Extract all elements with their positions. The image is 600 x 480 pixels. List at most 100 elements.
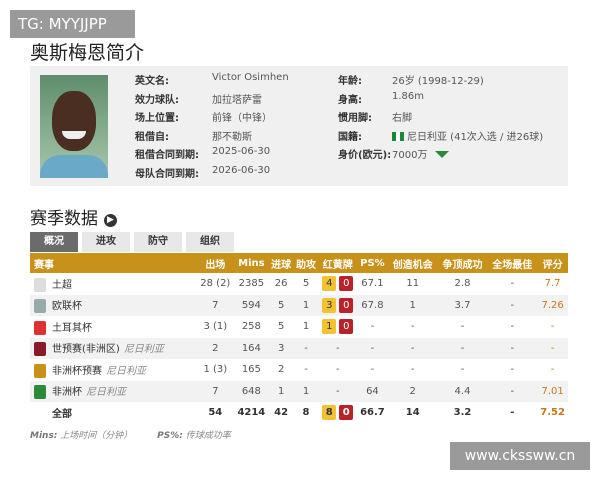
rating-cell: - bbox=[550, 321, 555, 333]
tab-defense[interactable]: 防守 bbox=[134, 232, 182, 252]
column-header[interactable]: Mins bbox=[234, 253, 269, 273]
assists-cell: 1 bbox=[293, 380, 319, 402]
tab-attack[interactable]: 进攻 bbox=[82, 232, 130, 252]
profile-value: 1.86m bbox=[392, 91, 424, 102]
apps-cell: 2 bbox=[196, 337, 235, 359]
table-row: 土超 28 (2) 2385 26 5 4 0 67.1 11 2.8-7.7 bbox=[30, 273, 568, 295]
competition-cell[interactable]: 土耳其杯 bbox=[30, 316, 197, 338]
profile-label: 效力球队: bbox=[135, 94, 179, 106]
yellow-card-badge: 4 bbox=[322, 276, 337, 292]
competition-logo-icon bbox=[34, 342, 46, 357]
competition-cell[interactable]: 欧联杯 bbox=[30, 294, 197, 316]
competition-name: 欧联杯 bbox=[52, 301, 82, 313]
column-header[interactable]: 全场最佳 bbox=[487, 253, 538, 273]
tab-organize[interactable]: 组织 bbox=[186, 232, 234, 252]
motm-cell: - bbox=[487, 380, 538, 402]
motm-cell: - bbox=[510, 321, 515, 333]
competition-name: 非洲杯 bbox=[52, 387, 82, 399]
yellow-card-badge: 3 bbox=[322, 297, 337, 313]
competition-logo-icon bbox=[34, 277, 46, 292]
motm-cell: - bbox=[487, 294, 538, 316]
stats-tabs: 概况 进攻 防守 组织 bbox=[30, 232, 234, 252]
apps-cell: 1 (3) bbox=[203, 364, 228, 376]
ps-cell: 67.1 bbox=[361, 278, 384, 290]
competition-cell[interactable]: 非洲杯预赛 尼日利亚 bbox=[30, 359, 197, 381]
table-row: 欧联杯 7 594 5 1 3 0 67.8 1 3.7-7.26 bbox=[30, 294, 568, 316]
aerial-cell: - bbox=[460, 364, 465, 376]
competition-cell[interactable]: 土超 bbox=[30, 273, 197, 295]
aerial-cell: - bbox=[437, 337, 488, 359]
red-card-badge: 0 bbox=[339, 276, 354, 292]
red-card-badge: 0 bbox=[339, 405, 354, 421]
profile-value: 2026-06-30 bbox=[212, 164, 271, 176]
assists-cell: 5 bbox=[302, 278, 310, 290]
mins-cell: 648 bbox=[234, 380, 269, 402]
red-card-badge: 0 bbox=[339, 297, 354, 313]
arrow-right-icon[interactable]: ▶ bbox=[104, 214, 117, 227]
competition-cell[interactable]: 世预赛(非洲区) 尼日利亚 bbox=[30, 337, 197, 359]
cards-cell: - bbox=[335, 364, 340, 376]
ps-cell: 64 bbox=[357, 380, 388, 402]
assists-cell: - bbox=[304, 364, 308, 376]
competition-logo-icon bbox=[34, 299, 46, 314]
column-header[interactable]: 评分 bbox=[537, 253, 568, 273]
profile-label: 母队合同到期: bbox=[135, 168, 199, 180]
column-header[interactable]: 红黄牌 bbox=[318, 253, 358, 273]
motm-cell: - bbox=[487, 337, 538, 359]
note-key: Mins: bbox=[30, 431, 58, 441]
tab-overview[interactable]: 概况 bbox=[30, 232, 78, 252]
column-header[interactable]: 出场 bbox=[196, 253, 235, 273]
competition-name: 全部 bbox=[52, 408, 72, 420]
profile-label: 英文名: bbox=[135, 76, 169, 87]
chances-cell: 2 bbox=[387, 380, 438, 402]
column-header[interactable]: PS% bbox=[357, 253, 388, 273]
assists-cell: 1 bbox=[302, 321, 310, 333]
ps-cell: 66.7 bbox=[357, 402, 388, 424]
column-header[interactable]: 争顶成功 bbox=[437, 253, 488, 273]
profile-label: 年龄: bbox=[338, 76, 362, 87]
note-text: 上场时间（分钟） bbox=[60, 431, 133, 441]
team-name: 尼日利亚 bbox=[106, 365, 146, 377]
profile-value: 那不勒斯 bbox=[212, 131, 252, 143]
profile-label: 国籍: bbox=[338, 131, 362, 143]
column-header[interactable]: 赛事 bbox=[30, 253, 197, 273]
competition-cell[interactable]: 全部 bbox=[30, 402, 197, 424]
chances-cell: 11 bbox=[406, 278, 420, 290]
chances-cell: - bbox=[410, 321, 415, 333]
apps-cell: 28 (2) bbox=[200, 278, 231, 290]
profile-label: 租借自: bbox=[135, 131, 169, 143]
competition-name: 世预赛(非洲区) bbox=[52, 344, 120, 356]
cards-cell: - bbox=[318, 337, 358, 359]
goals-cell: 3 bbox=[268, 337, 294, 359]
profile-label: 惯用脚: bbox=[338, 113, 372, 124]
competition-logo-icon bbox=[34, 320, 46, 335]
team-name: 尼日利亚 bbox=[86, 387, 126, 399]
profile-value-text: 右脚 bbox=[392, 113, 412, 124]
column-header[interactable]: 助攻 bbox=[293, 253, 319, 273]
ps-cell: - bbox=[357, 337, 388, 359]
apps-cell: 7 bbox=[196, 294, 235, 316]
competition-name: 土耳其杯 bbox=[52, 322, 92, 334]
chances-cell: 14 bbox=[387, 402, 438, 424]
goals-cell: 1 bbox=[268, 380, 294, 402]
competition-cell[interactable]: 非洲杯 尼日利亚 bbox=[30, 380, 197, 402]
apps-cell: 3 (1) bbox=[203, 321, 228, 333]
assists-cell: 8 bbox=[293, 402, 319, 424]
section-title-text: 赛季数据 bbox=[30, 209, 98, 229]
section-title: 赛季数据 ▶ bbox=[30, 204, 117, 229]
rating-cell: 7.01 bbox=[537, 380, 568, 402]
profile-value: 2025-06-30 bbox=[212, 146, 271, 157]
goals-cell: 26 bbox=[274, 278, 288, 290]
column-header[interactable]: 创造机会 bbox=[387, 253, 438, 273]
profile-value-text: 1.86m bbox=[392, 90, 425, 102]
column-header[interactable]: 进球 bbox=[268, 253, 294, 273]
team-name: 尼日利亚 bbox=[123, 344, 164, 356]
rating-cell: - bbox=[537, 337, 568, 359]
aerial-cell: 2.8 bbox=[454, 278, 471, 290]
profile-panel: 英文名: Victor Osimhen 效力球队: 加拉塔萨雷 场上位置: 前锋（中锋） 租… bbox=[30, 66, 568, 186]
cards-cell: - bbox=[318, 380, 358, 402]
assists-cell: 1 bbox=[293, 294, 319, 316]
